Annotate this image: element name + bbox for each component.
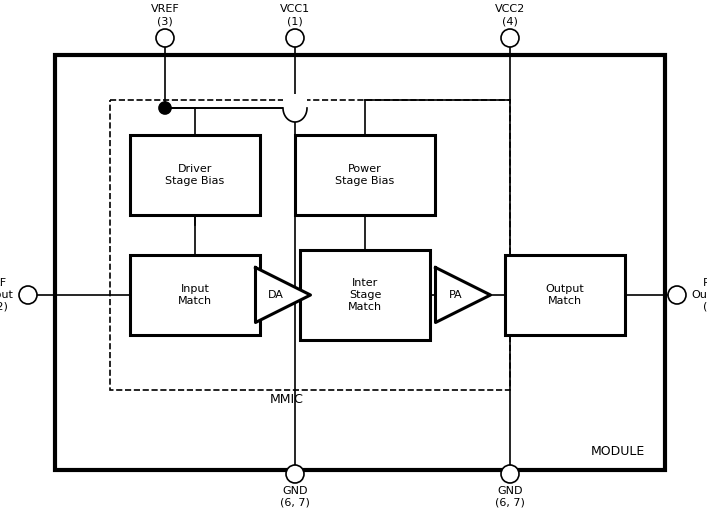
Circle shape [286,465,304,483]
Text: VCC1
(1): VCC1 (1) [280,5,310,26]
Circle shape [501,465,519,483]
Text: MODULE: MODULE [591,445,645,458]
Text: PA: PA [450,290,463,300]
Text: DA: DA [268,290,284,300]
Text: RF
Output
(5): RF Output (5) [691,279,707,312]
Circle shape [286,29,304,47]
Text: Power
Stage Bias: Power Stage Bias [335,164,395,186]
Text: Driver
Stage Bias: Driver Stage Bias [165,164,225,186]
Text: VREF
(3): VREF (3) [151,5,180,26]
Bar [110,100,510,390]
Circle shape [156,29,174,47]
Bar [55,55,665,470]
Text: MMIC: MMIC [270,393,304,406]
Bar [130,135,260,215]
Bar [130,255,260,335]
Bar [295,135,435,215]
Text: RF
Input
(2): RF Input (2) [0,279,14,312]
Circle shape [668,286,686,304]
Polygon shape [436,267,491,323]
Text: Inter
Stage
Match: Inter Stage Match [348,278,382,312]
Polygon shape [255,267,310,323]
Circle shape [159,102,171,114]
Circle shape [19,286,37,304]
Bar [505,255,625,335]
Bar [283,94,307,122]
Text: GND
(6, 7): GND (6, 7) [280,486,310,507]
Text: VCC2
(4): VCC2 (4) [495,5,525,26]
Text: Output
Match: Output Match [546,284,585,306]
Text: Input
Match: Input Match [178,284,212,306]
Text: GND
(6, 7): GND (6, 7) [495,486,525,507]
Circle shape [501,29,519,47]
Bar [300,250,430,340]
